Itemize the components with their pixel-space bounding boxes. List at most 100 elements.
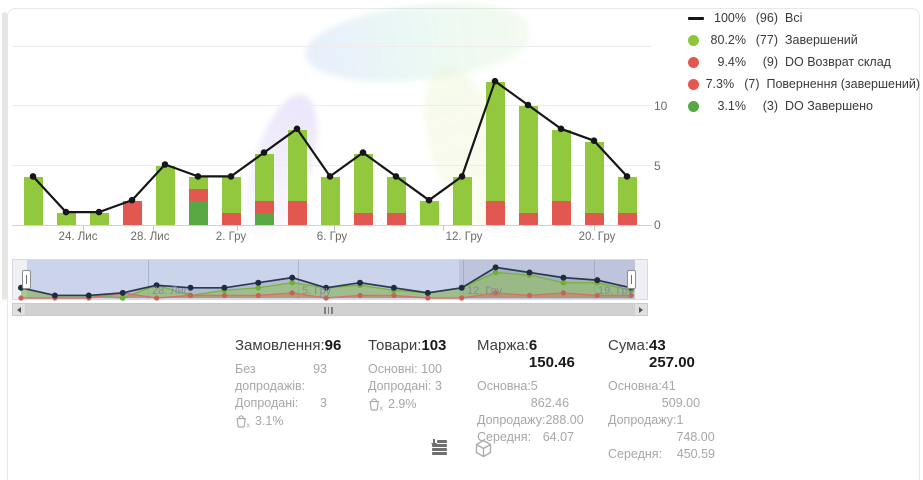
bar-segment[interactable] <box>254 153 274 202</box>
bar-segment[interactable] <box>254 201 274 214</box>
navigator-right-handle[interactable] <box>627 270 636 289</box>
bar-segment[interactable] <box>551 129 571 202</box>
bar-segment[interactable] <box>122 201 142 225</box>
stats-row: Середня: 450.59 <box>608 446 715 463</box>
x-axis-tick <box>594 225 595 231</box>
list-bar <box>436 440 447 443</box>
bar-segment[interactable] <box>56 213 76 225</box>
scroll-left-arrow-icon[interactable] <box>13 304 25 315</box>
stats-row: Допродажу: 1 748.00 <box>608 412 715 446</box>
legend-label: Завершений <box>785 33 858 47</box>
bar-segment[interactable] <box>551 201 571 225</box>
bar-segment[interactable] <box>89 213 109 225</box>
svg-text:x: x <box>247 423 251 429</box>
bar-segment[interactable] <box>188 201 208 225</box>
navigator-left-handle[interactable] <box>22 270 31 289</box>
stats-row: Допродані: 3 <box>235 395 327 412</box>
x-axis-label: 2. Гру <box>215 231 247 243</box>
svg-text:x: x <box>380 406 384 412</box>
bar-segment[interactable] <box>617 177 637 214</box>
bar-segment[interactable] <box>221 177 241 214</box>
legend-item-0[interactable]: 100% (96) Всі <box>688 7 920 29</box>
stats-row: Допродажу: 288.00 <box>477 412 584 429</box>
upsell-rate: x 2.9% <box>368 397 442 411</box>
x-axis-tick <box>334 225 335 231</box>
bar-segment[interactable] <box>518 213 538 225</box>
legend-count: (96) <box>755 11 778 25</box>
navigator-gridline <box>463 260 464 299</box>
scrollbar-thumb[interactable] <box>25 304 635 315</box>
x-axis-label: 24. Лис <box>58 231 98 243</box>
bar-segment[interactable] <box>188 177 208 190</box>
dot-swatch-icon <box>688 34 706 46</box>
chart-range-navigator[interactable]: 28. Лис 5. Гру 12. Гру 19. Гру <box>12 259 648 301</box>
scroll-right-arrow-icon[interactable] <box>635 304 647 315</box>
bar-segment[interactable] <box>617 213 637 225</box>
bar-segment[interactable] <box>452 177 472 225</box>
stats-row-label: Середня: <box>477 430 532 444</box>
horizontal-scrollbar[interactable] <box>12 303 648 316</box>
legend-percent: 80.2% <box>710 33 746 47</box>
stats-row-label: Основна: <box>608 379 662 393</box>
vertical-scrollbar[interactable] <box>2 12 7 300</box>
package-cube-icon <box>475 439 491 458</box>
bar-segment[interactable] <box>518 106 538 214</box>
stats-row-label: Допродані: <box>368 379 432 393</box>
legend-item-3[interactable]: 7.3% (7) Повернення (завершений) <box>688 73 920 95</box>
list-bar <box>431 452 447 455</box>
legend-item-4[interactable]: 3.1% (3) DO Завершено <box>688 95 920 117</box>
bar-segment[interactable] <box>386 177 406 214</box>
legend-item-1[interactable]: 80.2% (77) Завершений <box>688 29 920 51</box>
navigator-date-label: 5. Гру <box>302 285 332 297</box>
x-axis-label: 28. Лис <box>130 231 170 243</box>
bar-segment[interactable] <box>254 213 274 225</box>
bar-segment[interactable] <box>419 201 439 225</box>
stats-row-label: Без допродажів: <box>235 362 306 393</box>
bar-segment[interactable] <box>155 165 175 225</box>
legend-count: (7) <box>744 77 760 91</box>
bar-segment[interactable] <box>353 153 373 214</box>
stats-row-label: Допродані: <box>235 396 299 410</box>
bar-segment[interactable] <box>584 213 604 225</box>
x-axis-tick <box>443 225 444 231</box>
legend-item-2[interactable]: 9.4% (9) DO Возврат склад <box>688 51 920 73</box>
list-view-button[interactable] <box>430 439 450 457</box>
stats-value: 43 257.00 <box>649 337 695 371</box>
stats-title: Маржа: <box>477 337 529 354</box>
scrollbar-grip-icon[interactable] <box>324 307 336 314</box>
stats-row-value: 93 <box>313 362 327 376</box>
bar-segment[interactable] <box>23 177 43 225</box>
legend-percent: 9.4% <box>717 55 747 69</box>
stats-row-value: 450.59 <box>676 447 715 461</box>
orders-by-day-chart[interactable]: 0 5 10 24. Лис 28. Лис 2. Гру 6. Гру 12. Гру 20.… <box>0 0 923 260</box>
navigator-date-label: 28. Лис <box>152 285 190 297</box>
bar-segment[interactable] <box>386 213 406 225</box>
stats-column-1: Замовлення: 96 Без допродажів: 93 Допродані:… <box>235 337 341 429</box>
x-axis-label: 6. Гру <box>316 231 348 243</box>
stats-row-value: 3 <box>435 379 442 393</box>
bar-segment[interactable] <box>584 141 604 214</box>
package-view-button[interactable] <box>474 439 493 458</box>
y-axis-label: 5 <box>654 158 661 173</box>
bar-segment[interactable] <box>485 82 505 202</box>
stats-row-value: 64.07 <box>542 430 574 444</box>
y-axis-label: 10 <box>654 99 668 113</box>
bar-segment[interactable] <box>485 201 505 225</box>
stats-row: Середня: 64.07 <box>477 429 574 446</box>
stats-row: Основна: 41 509.00 <box>608 378 715 412</box>
stats-header: Маржа: 6 150.46 <box>477 337 575 371</box>
stats-column-2: Товари: 103 Основні: 100 Допродані: 3 x 2.9% <box>368 337 446 411</box>
x-axis-tick <box>237 225 238 231</box>
list-arrow-icon <box>432 439 435 443</box>
bar-segment[interactable] <box>287 201 307 225</box>
stats-title: Товари: <box>368 337 422 354</box>
stats-row: Основні: 100 <box>368 361 442 378</box>
bar-segment[interactable] <box>287 129 307 202</box>
gridline <box>12 45 652 47</box>
bar-segment[interactable] <box>221 213 241 225</box>
bar-segment[interactable] <box>188 189 208 202</box>
bar-segment[interactable] <box>353 213 373 225</box>
bar-segment[interactable] <box>320 177 340 225</box>
legend-count: (3) <box>762 99 778 113</box>
